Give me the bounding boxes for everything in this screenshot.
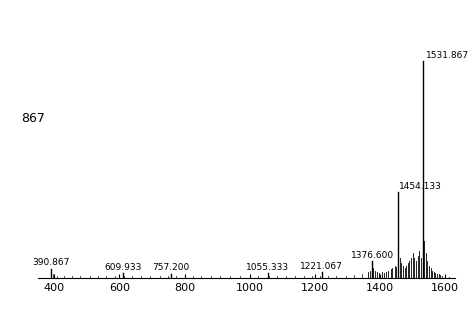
Text: 1221.067: 1221.067 [301,262,343,271]
Text: 1454.133: 1454.133 [400,182,442,191]
Text: 1376.600: 1376.600 [351,251,394,260]
Text: 1531.867: 1531.867 [426,51,469,60]
Text: 390.867: 390.867 [33,258,70,267]
Text: 1055.333: 1055.333 [246,263,289,272]
Text: 757.200: 757.200 [152,264,189,272]
Text: 867: 867 [21,112,45,125]
Text: 609.933: 609.933 [104,263,141,272]
